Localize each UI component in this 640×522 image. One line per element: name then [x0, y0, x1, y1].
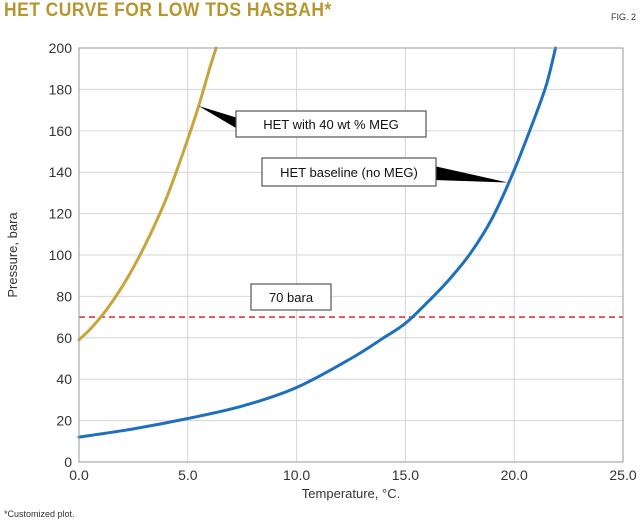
x-tick-label: 25.0: [609, 467, 636, 483]
callout-baseline-label: HET baseline (no MEG): [280, 165, 418, 180]
y-tick-label: 200: [49, 40, 73, 56]
tick-labels: 0 20 40 60 80 100 120 140 160 180 200 0.0 5.0 10.0 15.…: [49, 40, 637, 483]
y-tick-label: 80: [56, 288, 72, 304]
callout-70-bara-box: [250, 283, 332, 311]
y-tick-label: 40: [56, 371, 72, 387]
callout-70-bara-label: 70 bara: [269, 290, 314, 305]
x-tick-label: 15.0: [392, 467, 419, 483]
y-axis-label: Pressure, bara: [5, 212, 20, 298]
y-tick-label: 20: [56, 413, 72, 429]
callout-meg-pointer: [198, 105, 241, 131]
x-tick-label: 5.0: [178, 467, 198, 483]
y-tick-label: 100: [49, 247, 73, 263]
x-tick-label: 10.0: [283, 467, 310, 483]
footnote: *Customized plot.: [4, 509, 75, 519]
callouts: HET with 40 wt % MEG HET baseline (no MEG…: [198, 105, 508, 311]
y-tick-label: 160: [49, 123, 73, 139]
callout-baseline-box: [261, 157, 437, 187]
y-tick-label: 140: [49, 164, 73, 180]
y-tick-label: 120: [49, 206, 73, 222]
y-tick-label: 180: [49, 81, 73, 97]
x-axis-label: Temperature, °C.: [302, 486, 400, 501]
y-tick-label: 0: [64, 454, 72, 470]
series-layer: [77, 46, 558, 439]
plot-frame: [78, 47, 624, 463]
callout-baseline-pointer: [434, 166, 508, 183]
x-tick-label: 0.0: [69, 467, 89, 483]
series-line-baseline: [77, 46, 558, 439]
x-tick-label: 20.0: [501, 467, 528, 483]
grid: [78, 47, 624, 463]
series-line-meg: [77, 46, 218, 342]
figure-label: FIG. 2: [610, 12, 636, 22]
y-tick-label: 60: [56, 330, 72, 346]
callout-meg-box: [235, 110, 427, 138]
chart-title: HET CURVE FOR LOW TDS HASBAH*: [4, 0, 332, 21]
callout-meg-label: HET with 40 wt % MEG: [263, 117, 399, 132]
